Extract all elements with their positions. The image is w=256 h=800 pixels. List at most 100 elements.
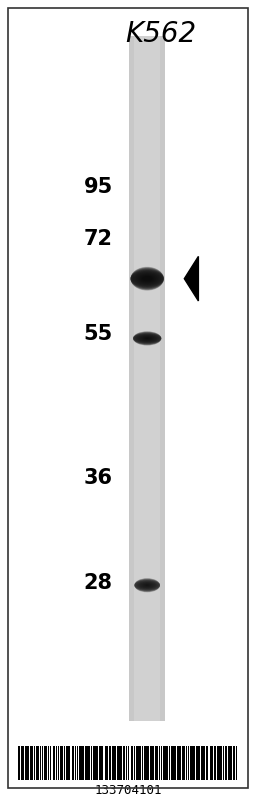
Ellipse shape (133, 333, 161, 344)
Ellipse shape (133, 333, 161, 344)
Bar (94, 746, 97, 780)
Bar (107, 746, 108, 780)
Bar (140, 746, 141, 780)
Ellipse shape (131, 270, 164, 286)
Ellipse shape (134, 578, 160, 592)
Bar (206, 746, 208, 780)
Bar (148, 746, 149, 780)
Text: 36: 36 (84, 468, 113, 488)
Ellipse shape (133, 332, 161, 345)
Bar (105, 746, 107, 780)
Bar (113, 746, 115, 780)
Ellipse shape (131, 269, 164, 288)
Bar (86, 746, 89, 780)
Ellipse shape (134, 580, 160, 590)
Ellipse shape (133, 272, 161, 286)
Bar (214, 746, 216, 780)
Ellipse shape (133, 331, 161, 346)
Bar (53, 746, 55, 780)
Bar (89, 746, 90, 780)
Ellipse shape (133, 332, 161, 345)
Bar (233, 746, 235, 780)
Ellipse shape (134, 334, 161, 343)
Text: 55: 55 (83, 325, 113, 345)
Ellipse shape (131, 270, 164, 287)
Ellipse shape (133, 334, 161, 343)
Ellipse shape (137, 274, 158, 284)
Bar (228, 746, 229, 780)
Bar (45, 746, 47, 780)
Bar (123, 746, 125, 780)
Bar (204, 746, 205, 780)
Bar (91, 746, 92, 780)
Ellipse shape (131, 269, 164, 289)
Bar (97, 746, 98, 780)
Bar (155, 746, 156, 780)
Bar (99, 746, 103, 780)
Bar (72, 746, 74, 780)
Bar (64, 746, 65, 780)
Ellipse shape (133, 334, 161, 343)
Ellipse shape (132, 271, 162, 286)
Bar (121, 746, 122, 780)
Bar (218, 746, 222, 780)
Bar (159, 746, 160, 780)
Bar (171, 746, 172, 780)
Bar (66, 746, 70, 780)
Bar (127, 746, 129, 780)
Ellipse shape (131, 269, 164, 289)
Bar (25, 746, 26, 780)
Ellipse shape (135, 581, 160, 590)
Bar (126, 746, 127, 780)
Ellipse shape (134, 273, 160, 285)
Bar (109, 746, 111, 780)
Bar (112, 746, 113, 780)
Bar (142, 746, 143, 780)
Bar (190, 746, 191, 780)
Bar (212, 746, 213, 780)
Bar (173, 746, 175, 780)
Bar (30, 746, 32, 780)
Ellipse shape (131, 271, 163, 286)
Bar (202, 746, 204, 780)
Bar (145, 746, 148, 780)
Ellipse shape (134, 578, 160, 592)
Bar (210, 746, 212, 780)
Ellipse shape (133, 331, 161, 346)
Ellipse shape (136, 274, 158, 284)
Bar (34, 746, 35, 780)
Ellipse shape (136, 581, 158, 590)
Bar (182, 746, 183, 780)
Ellipse shape (136, 334, 159, 342)
Bar (183, 746, 185, 780)
Ellipse shape (135, 273, 160, 285)
Ellipse shape (134, 578, 160, 592)
Ellipse shape (133, 334, 161, 343)
Ellipse shape (136, 334, 158, 342)
Bar (134, 36, 160, 721)
Ellipse shape (137, 335, 158, 342)
Ellipse shape (134, 580, 160, 590)
Bar (161, 746, 162, 780)
Bar (115, 746, 116, 780)
Bar (37, 746, 39, 780)
Bar (61, 746, 63, 780)
Ellipse shape (134, 580, 160, 590)
Bar (22, 746, 24, 780)
Bar (217, 746, 218, 780)
Ellipse shape (131, 268, 164, 290)
Text: 95: 95 (83, 177, 113, 197)
Ellipse shape (131, 268, 164, 290)
Bar (93, 746, 94, 780)
Bar (134, 746, 135, 780)
Bar (18, 746, 20, 780)
Text: 28: 28 (84, 573, 113, 593)
Bar (175, 746, 176, 780)
Bar (28, 746, 29, 780)
Ellipse shape (134, 579, 160, 591)
Bar (40, 746, 41, 780)
Ellipse shape (131, 270, 164, 287)
Ellipse shape (134, 580, 160, 590)
Polygon shape (184, 256, 198, 301)
Bar (48, 746, 49, 780)
